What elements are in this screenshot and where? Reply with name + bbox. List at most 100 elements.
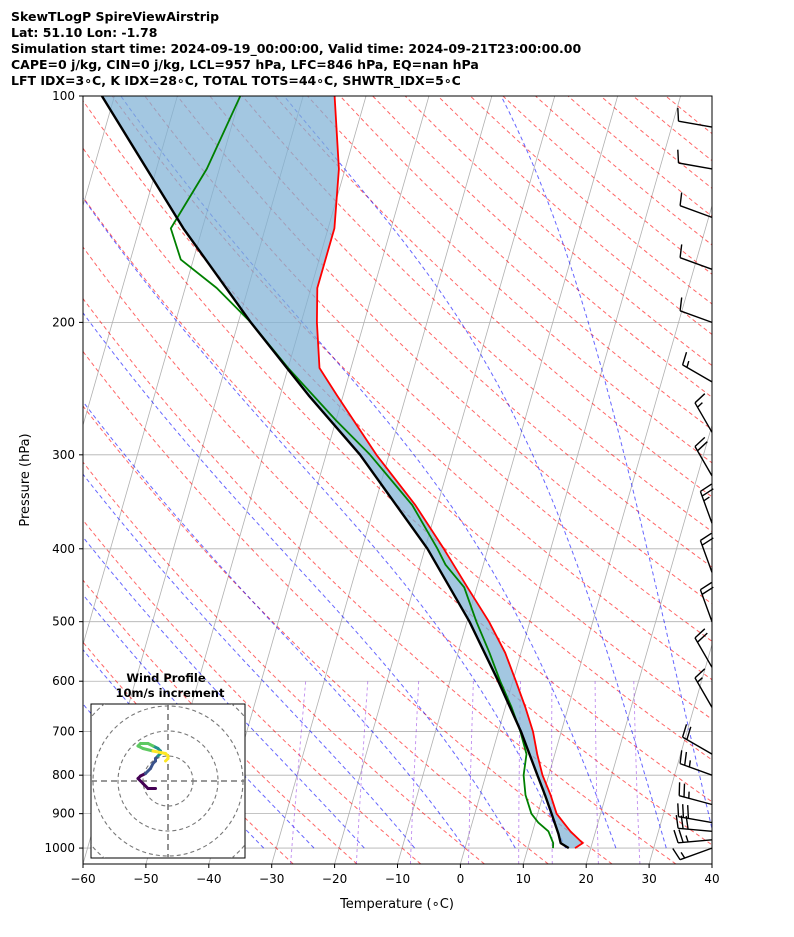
dry-adiabat-line (372, 96, 712, 398)
y-tick-label: 400 (52, 542, 75, 556)
moist-adiabat-line (83, 400, 466, 849)
wind-barb (699, 581, 714, 622)
dry-adiabat-line (665, 96, 712, 135)
dry-adiabat-line (83, 579, 358, 864)
wind-barb (677, 107, 713, 128)
series-parcel-line (100, 96, 570, 850)
wind-barb (681, 351, 713, 383)
y-tick-label: 500 (52, 615, 75, 629)
dry-adiabat-line (535, 96, 712, 246)
location-text: Lat: 51.10 Lon: -1.78 (11, 25, 158, 40)
dry-adiabat-line (83, 297, 677, 864)
hodograph-trace-segment (164, 757, 170, 763)
dry-adiabat-line (111, 96, 712, 681)
moist-adiabat-line (83, 593, 315, 849)
hodograph-trace-segment (141, 747, 155, 753)
moist-adiabat-line (83, 312, 516, 849)
x-axis-ticks: −60 −50 −40 −30 −20 −10 0 10 20 30 40 (70, 864, 720, 886)
y-tick-label: 1000 (44, 841, 75, 855)
moist-adiabat-line (120, 96, 617, 849)
wind-barb (679, 750, 713, 776)
mixing-ratio-line (468, 681, 474, 864)
dry-adiabat-line (502, 96, 712, 275)
isotherm-line (648, 643, 712, 864)
reference-lines (83, 96, 712, 864)
y-tick-label: 800 (52, 768, 75, 782)
mixing-ratio-line (355, 681, 369, 864)
wind-barb (694, 436, 713, 477)
wind-barb (677, 149, 713, 170)
x-tick-label: 40 (704, 872, 719, 886)
wind-barb (675, 815, 713, 832)
wind-barb (673, 829, 713, 844)
dry-adiabat-line (632, 96, 712, 162)
dry-adiabat-line (83, 405, 549, 864)
isotherm-line (522, 204, 712, 864)
isotherm-line (585, 423, 712, 864)
series-temperature-line (316, 96, 584, 849)
isotherm-line (460, 96, 681, 864)
stability-indices-text: LFT IDX=3∘C, K IDX=28∘C, TOTAL TOTS=44∘C… (11, 73, 461, 88)
x-axis-label: Temperature (∘C) (339, 897, 454, 912)
wind-barb (699, 483, 714, 524)
mixing-ratio-line (409, 681, 420, 864)
chart-title: SkewTLogP SpireViewAirstrip (11, 9, 220, 24)
dry-adiabat-line (339, 96, 712, 431)
wind-barb (672, 847, 713, 861)
dry-adiabat-line (83, 246, 712, 846)
hodograph-ring (117, 730, 219, 832)
isotherm-line (334, 96, 556, 864)
y-axis-label: Pressure (hPa) (18, 433, 33, 526)
y-tick-label: 600 (52, 674, 75, 688)
y-tick-label: 900 (52, 807, 75, 821)
x-tick-label: −30 (259, 872, 284, 886)
mixing-ratio-line (633, 681, 641, 864)
x-tick-label: 20 (579, 872, 594, 886)
dry-adiabat-line (83, 196, 712, 803)
dry-adiabat-line (469, 96, 712, 305)
x-tick-label: −20 (322, 872, 347, 886)
wind-barb (694, 668, 713, 708)
x-tick-label: −50 (133, 872, 158, 886)
y-axis-ticks: 100 200 300 400 500 600 700 800 900 1000 (44, 89, 83, 855)
moist-adiabat-line (83, 536, 365, 849)
series-dewpoint-line (169, 96, 555, 849)
moist-adiabat-line (283, 96, 667, 849)
dry-adiabat-line (600, 96, 712, 189)
wind-barb (679, 297, 713, 324)
x-tick-label: −60 (70, 872, 95, 886)
wind-barb (677, 803, 713, 824)
dry-adiabat-line (437, 96, 712, 336)
x-tick-label: 10 (516, 872, 531, 886)
x-tick-label: 0 (457, 872, 465, 886)
y-tick-label: 200 (52, 315, 75, 329)
dry-adiabat-line (567, 96, 712, 217)
cape-shading (101, 96, 583, 849)
wind-barb (679, 244, 713, 270)
x-tick-label: −10 (385, 872, 410, 886)
y-tick-label: 100 (52, 89, 75, 103)
moist-adiabat-line (500, 96, 712, 831)
hodograph-title: Wind Profile (126, 671, 206, 685)
time-text: Simulation start time: 2024-09-19_00:00:… (11, 41, 582, 56)
y-tick-label: 700 (52, 725, 75, 739)
x-tick-label: 30 (641, 872, 656, 886)
hodograph: Wind Profile 10m/s increment (90, 671, 246, 859)
profile-lines (100, 96, 584, 850)
isotherm-line (83, 96, 178, 427)
hodograph-subtitle: 10m/s increment (116, 686, 225, 700)
wind-barb (679, 192, 713, 219)
dry-adiabat-line (176, 96, 712, 605)
wind-barbs (672, 107, 714, 861)
wind-barb (694, 628, 713, 668)
wind-barb (678, 782, 713, 806)
wind-barb (681, 724, 713, 755)
dry-adiabat-line (83, 350, 613, 864)
dry-adiabat-line (83, 461, 485, 864)
wind-barb (694, 393, 713, 433)
dry-adiabat-line (83, 519, 422, 864)
moist-adiabat-line (83, 197, 567, 849)
hodograph-trace-segment (151, 749, 167, 755)
isotherm-line (711, 862, 712, 864)
y-tick-label: 300 (52, 448, 75, 462)
